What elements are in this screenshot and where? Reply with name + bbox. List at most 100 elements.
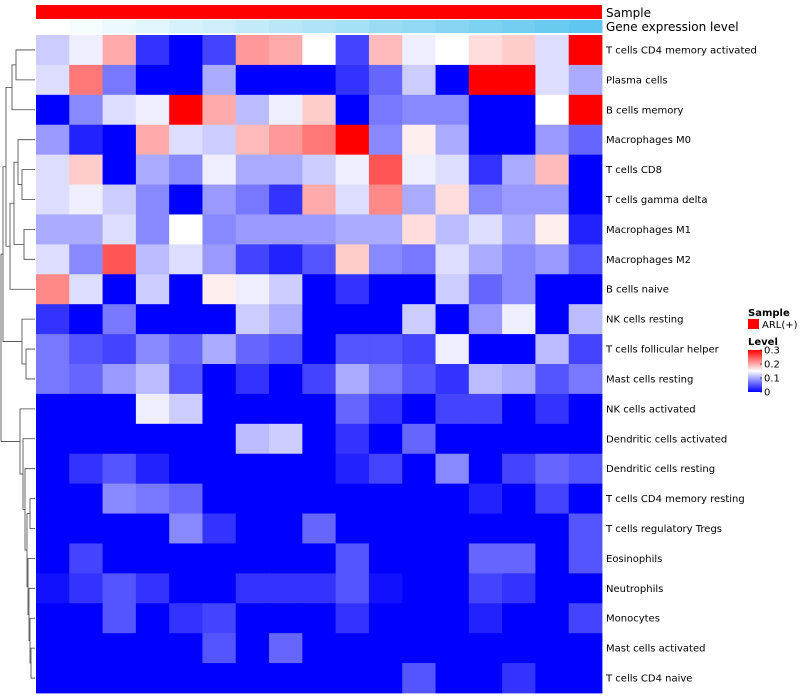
heatmap-cell bbox=[36, 364, 70, 395]
heatmap-cell bbox=[202, 334, 237, 365]
heatmap-cell bbox=[535, 483, 570, 514]
heatmap-cell bbox=[169, 214, 203, 245]
heatmap-cell bbox=[502, 154, 536, 185]
heatmap-cell bbox=[69, 304, 103, 335]
heatmap-cell bbox=[169, 154, 203, 185]
legend-sample-swatch bbox=[748, 319, 759, 329]
heatmap-cell bbox=[235, 154, 270, 185]
heatmap-cell bbox=[36, 633, 70, 664]
heatmap-cell bbox=[402, 364, 436, 395]
heatmap-cell bbox=[335, 154, 370, 185]
heatmap-cell bbox=[69, 663, 103, 694]
heatmap-cell bbox=[335, 393, 370, 425]
heatmap-cell bbox=[502, 64, 536, 96]
heatmap-cell bbox=[402, 94, 436, 126]
heatmap-cell bbox=[302, 64, 337, 96]
heatmap-cell bbox=[135, 244, 170, 275]
heatmap-cell bbox=[502, 483, 536, 514]
heatmap-cell bbox=[269, 393, 303, 425]
heatmap-cell bbox=[202, 364, 237, 395]
heatmap-cell bbox=[368, 543, 403, 574]
heatmap-cell bbox=[102, 453, 137, 485]
heatmap-cell bbox=[468, 543, 503, 574]
heatmap-cell bbox=[102, 214, 137, 245]
gene-expression-annotation-cell bbox=[535, 20, 570, 33]
heatmap-cell bbox=[502, 94, 536, 126]
heatmap-cell bbox=[568, 244, 603, 275]
heatmap-cell bbox=[368, 453, 403, 485]
heatmap-cell bbox=[169, 244, 203, 275]
heatmap-cell bbox=[169, 603, 203, 634]
heatmap-cell bbox=[368, 393, 403, 425]
heatmap-cell bbox=[169, 364, 203, 395]
heatmap-cell bbox=[435, 334, 470, 365]
row-label: T cells CD4 naive bbox=[605, 674, 692, 685]
heatmap-cell bbox=[102, 663, 137, 694]
sample-track-label: Sample bbox=[606, 6, 651, 20]
dendrogram-branch bbox=[11, 64, 35, 111]
heatmap-cell bbox=[169, 513, 203, 544]
heatmap-cell bbox=[102, 633, 137, 664]
heatmap-cell bbox=[69, 543, 103, 574]
heatmap-cell bbox=[69, 184, 103, 215]
gene-expression-annotation-bar bbox=[36, 20, 603, 33]
heatmap-cell bbox=[302, 663, 337, 694]
heatmap-cell bbox=[169, 124, 203, 156]
heatmap-cell bbox=[535, 64, 570, 96]
row-label: Macrophages M0 bbox=[606, 135, 691, 146]
heatmap-cell bbox=[335, 214, 370, 245]
heatmap-cell bbox=[335, 423, 370, 455]
heatmap-cell bbox=[368, 274, 403, 305]
heatmap-cell bbox=[135, 124, 170, 156]
heatmap-cell bbox=[502, 124, 536, 156]
heatmap-cell bbox=[202, 244, 237, 275]
heatmap-cell bbox=[269, 184, 303, 215]
heatmap-cell bbox=[368, 214, 403, 245]
heatmap-cell bbox=[102, 334, 137, 365]
heatmap-cell bbox=[568, 483, 603, 514]
heatmap-cell bbox=[269, 274, 303, 305]
heatmap-cells bbox=[36, 35, 603, 694]
heatmap-cell bbox=[169, 573, 203, 604]
heatmap-cell bbox=[36, 513, 70, 544]
heatmap-cell bbox=[36, 663, 70, 694]
heatmap-cell bbox=[502, 274, 536, 305]
heatmap-cell bbox=[402, 304, 436, 335]
heatmap-cell bbox=[568, 393, 603, 425]
heatmap-cell bbox=[335, 573, 370, 604]
heatmap-cell bbox=[135, 304, 170, 335]
heatmap-cell bbox=[402, 244, 436, 275]
gene-expression-annotation-cell bbox=[36, 20, 70, 33]
heatmap-cell bbox=[502, 393, 536, 425]
heatmap-cell bbox=[302, 483, 337, 514]
heatmap-cell bbox=[368, 64, 403, 96]
heatmap-cell bbox=[335, 633, 370, 664]
heatmap-cell bbox=[269, 603, 303, 634]
heatmap-cell bbox=[335, 274, 370, 305]
legend-sample-title: Sample bbox=[748, 308, 790, 319]
heatmap-cell bbox=[135, 513, 170, 544]
heatmap-cell bbox=[302, 633, 337, 664]
heatmap-cell bbox=[269, 364, 303, 395]
heatmap-cell bbox=[235, 244, 270, 275]
heatmap-cell bbox=[468, 364, 503, 395]
heatmap-cell bbox=[202, 423, 237, 455]
heatmap-cell bbox=[135, 35, 170, 66]
heatmap-cell bbox=[269, 94, 303, 126]
heatmap-cell bbox=[402, 214, 436, 245]
heatmap-cell bbox=[535, 334, 570, 365]
heatmap-cell bbox=[302, 304, 337, 335]
heatmap-cell bbox=[36, 124, 70, 156]
dendrogram-branch bbox=[29, 498, 35, 529]
legend-level-ticks: 0 0.1 0.2 0.3 bbox=[760, 346, 780, 399]
heatmap-cell bbox=[302, 35, 337, 66]
heatmap-cell bbox=[235, 573, 270, 604]
heatmap-cell bbox=[102, 513, 137, 544]
heatmap-cell bbox=[69, 633, 103, 664]
heatmap-cell bbox=[468, 573, 503, 604]
heatmap-cell bbox=[335, 334, 370, 365]
dendrogram-branch bbox=[21, 169, 35, 200]
heatmap-cell bbox=[235, 214, 270, 245]
heatmap-cell bbox=[435, 214, 470, 245]
heatmap-cell bbox=[135, 603, 170, 634]
